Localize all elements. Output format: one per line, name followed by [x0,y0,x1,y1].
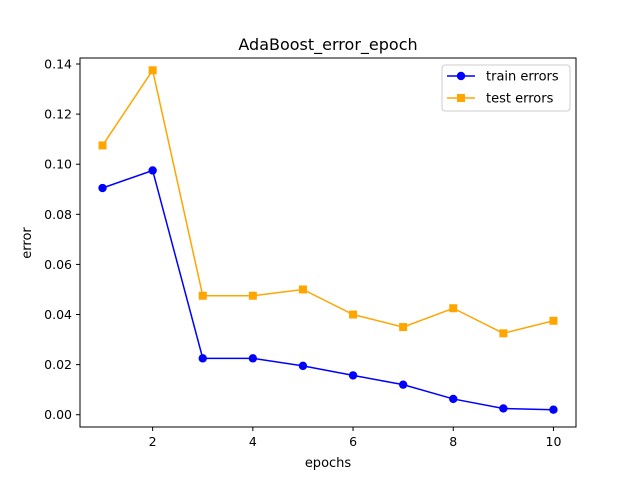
data-point-test-errors [399,323,408,332]
x-tick-label: 6 [349,434,357,449]
x-axis-ticks: 2 4 6 8 10 [149,427,562,449]
data-point-test-errors [449,304,458,313]
data-point-test-errors [98,141,107,150]
legend-label: test errors [486,92,554,107]
y-tick-label: 0.06 [44,257,72,272]
series-layer [98,66,558,414]
data-point-test-errors [549,316,558,325]
data-point-test-errors [248,291,257,300]
plot-area [79,57,577,428]
data-point-train-errors [499,404,508,413]
legend-marker-circle [456,71,466,81]
y-tick-label: 0.02 [44,357,72,372]
data-point-train-errors [198,354,207,363]
data-point-train-errors [248,354,258,363]
y-axis-ticks: 0.00 0.02 0.04 0.06 0.08 0.10 0.12 0.14 [44,57,80,422]
y-tick-label: 0.08 [44,207,72,222]
legend-label: train errors [486,70,559,85]
y-axis-label: error [20,227,35,259]
y-tick-label: 0.14 [44,57,72,72]
y-tick-label: 0.12 [44,107,72,122]
data-point-train-errors [549,405,558,414]
data-point-test-errors [198,291,207,300]
series-line-test-errors [101,68,554,335]
x-tick-label: 2 [149,434,157,449]
x-axis-label: epochs [305,456,352,471]
chart-title: AdaBoost_error_epoch [238,35,417,55]
series-test-errors [98,66,558,338]
legend-marker-square [457,94,465,102]
data-point-train-errors [348,371,358,380]
legend-item-test-errors: test errors [447,92,554,107]
data-point-test-errors [298,285,307,294]
plot-frame [79,57,577,428]
y-tick-label: 0.00 [44,407,72,422]
y-tick-label: 0.10 [44,157,72,172]
data-point-train-errors [298,361,308,371]
data-point-test-errors [148,66,157,75]
data-point-test-errors [349,310,358,319]
data-point-train-errors [148,166,157,175]
y-tick-label: 0.04 [44,307,72,322]
legend-item-train-errors: train errors [447,70,559,85]
x-tick-label: 8 [449,434,457,449]
series-line-train-errors [102,169,554,411]
x-tick-label: 4 [249,434,257,449]
data-point-train-errors [98,183,107,193]
legend: train errors test errors [441,64,571,112]
data-point-train-errors [449,394,458,404]
x-tick-label: 10 [546,434,562,449]
series-train-errors [98,166,558,414]
data-point-test-errors [499,329,508,338]
data-point-train-errors [398,380,408,389]
